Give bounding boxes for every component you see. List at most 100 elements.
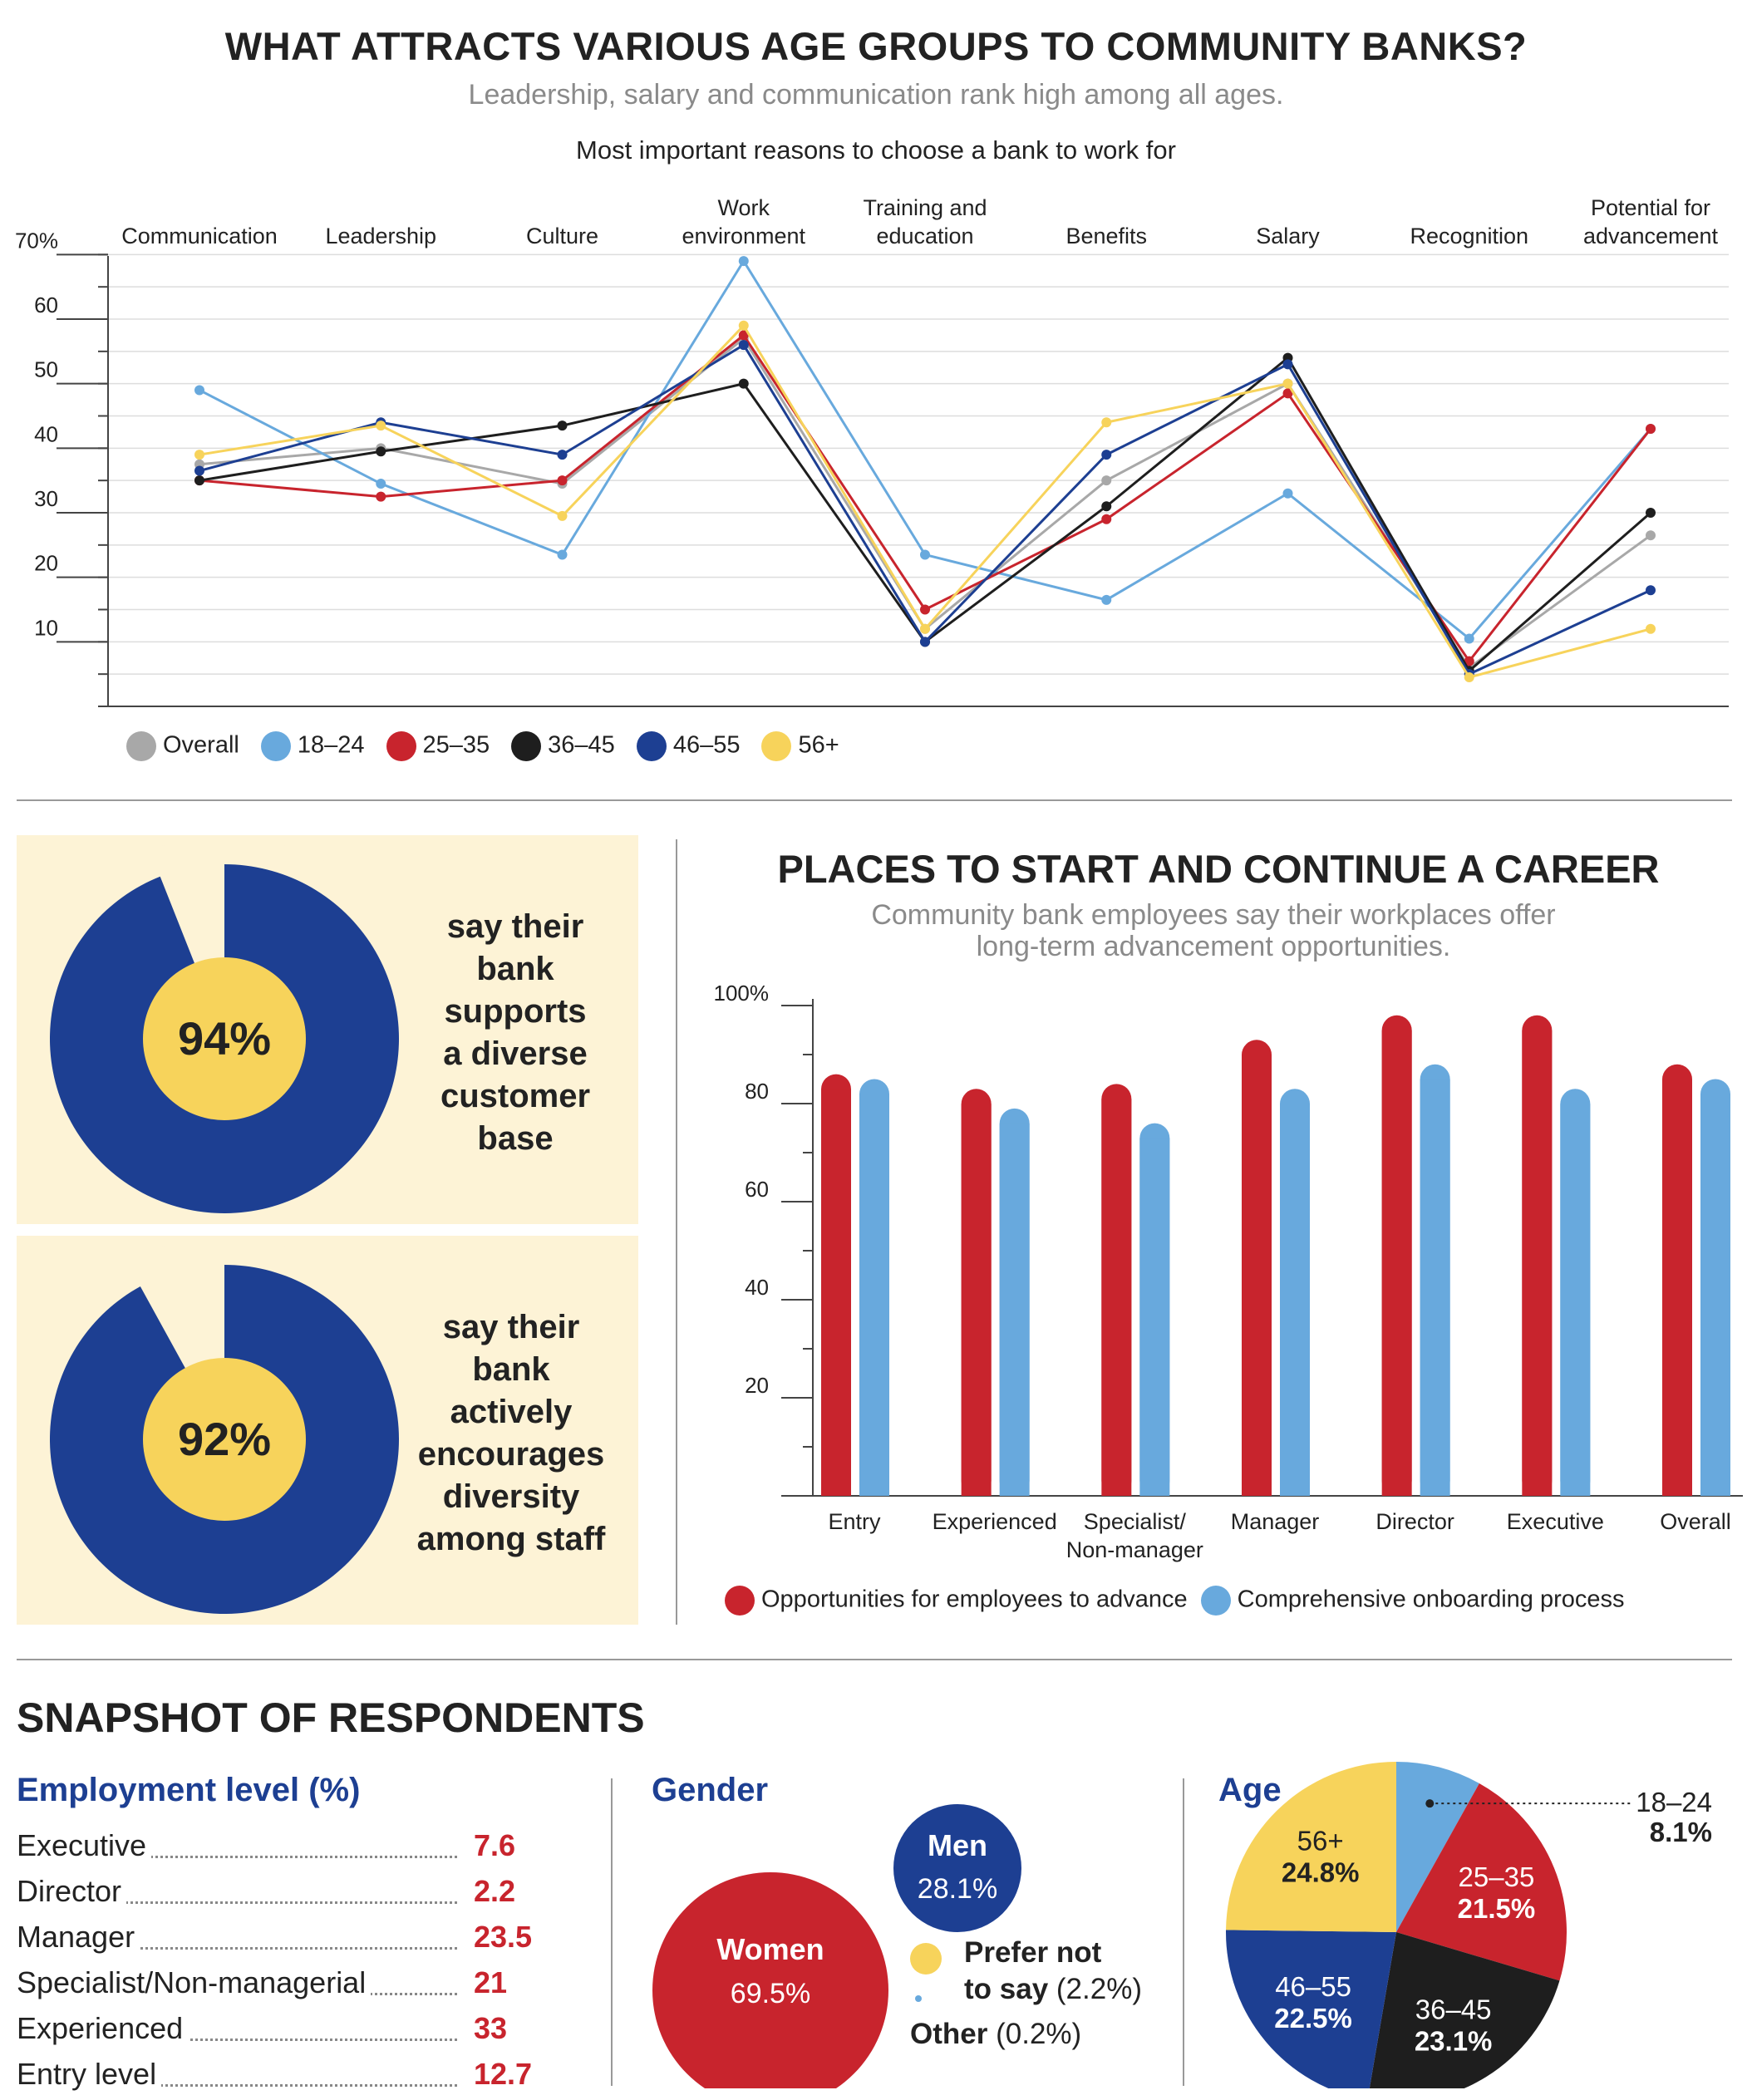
legend-swatch (386, 731, 416, 761)
series-point (557, 450, 568, 460)
series-point (1464, 672, 1474, 683)
stat-text-line: say their (442, 1309, 580, 1345)
bar-x-label: Director (1376, 1509, 1454, 1534)
series-point (1282, 359, 1293, 370)
employment-row: Experienced 33 (17, 2011, 540, 2054)
x-category-label: advancement (1583, 224, 1719, 248)
series-point (1101, 475, 1112, 486)
leader-dots (17, 1947, 457, 1950)
donut-center (143, 1358, 306, 1521)
employment-heading: Employment level (%) (17, 1772, 361, 1808)
legend-swatch (725, 1586, 755, 1616)
series-point (1282, 488, 1293, 499)
series-point (1101, 514, 1112, 524)
stat-text-line: say their (446, 908, 584, 945)
series-point (376, 479, 386, 489)
snapshot-divider-2 (1183, 1778, 1184, 2086)
pie-value: 23.1% (1415, 2025, 1493, 2056)
series-line (199, 356, 1651, 673)
bar-x-label: Executive (1507, 1509, 1604, 1534)
donut-2: 92% (18, 1237, 431, 1623)
x-category-label: Culture (526, 224, 598, 248)
y-tick-label: 60 (34, 293, 58, 317)
bar-y-tick-label: 80 (745, 1079, 769, 1104)
x-category-label: Leadership (325, 224, 436, 248)
prefer-not-label: Prefer not to say (2.2%) (964, 1936, 1142, 2005)
line-chart: 10 20 30 40 50 60 70% Communication Leadership Cu… (15, 195, 1729, 707)
bar-y-tick-label: 20 (745, 1373, 769, 1398)
employment-row: Director 2.2 (17, 1874, 540, 1917)
series-point (1282, 388, 1293, 399)
series-point (194, 450, 204, 460)
other-label: Other (0.2%) (910, 2018, 1082, 2050)
x-category-label: environment (682, 224, 805, 248)
stat-text-line: encourages (417, 1436, 605, 1473)
stat-text-line: bank (476, 951, 554, 987)
bar-body (1560, 1104, 1591, 1496)
career-title: PLACES TO START AND CONTINUE A CAREER (777, 847, 1660, 891)
bar-body (859, 1094, 889, 1496)
employment-label: Executive (17, 1828, 152, 1863)
bar-body (999, 1123, 1030, 1496)
series-point (557, 510, 568, 521)
stat-1-text: say their bank supports a diverse customer ba… (395, 906, 636, 1160)
legend-swatch (260, 731, 291, 761)
line-chart-legend: Overall 18–24 25–35 36–45 46–55 56+ (126, 731, 861, 761)
legend-label: 36–45 (548, 731, 615, 759)
employment-label: Specialist/Non-managerial (17, 1965, 372, 2000)
employment-value: 23.5 (474, 1920, 533, 1954)
leader-dots (17, 2084, 457, 2087)
legend-item: 25–35 (386, 731, 490, 761)
stat-text-line: actively (450, 1394, 573, 1430)
pie-label: 25–35 (1459, 1861, 1535, 1892)
main-title: WHAT ATTRACTS VARIOUS AGE GROUPS TO COMM… (224, 24, 1528, 68)
career-subtitle-line-1: Community bank employees say their workp… (871, 899, 1556, 931)
donut-value: 92% (178, 1413, 271, 1465)
series-point (376, 446, 386, 457)
series-point (920, 623, 930, 634)
series-point (194, 465, 204, 476)
series-point (376, 491, 386, 502)
series-point (1101, 594, 1112, 605)
men-value: 28.1% (917, 1873, 998, 1905)
bar-body (1662, 1079, 1692, 1496)
series-point (738, 256, 749, 267)
employment-row: Specialist/Non-managerial 21 (17, 1965, 540, 2009)
women-bubble (652, 1872, 888, 2088)
x-category-label: Potential for (1591, 195, 1710, 220)
employment-row: Manager 23.5 (17, 1920, 540, 1963)
stat-text-line: customer (440, 1078, 591, 1114)
men-bubble (893, 1804, 1021, 1932)
bar-body (1242, 1055, 1272, 1496)
bar-x-label: Experienced (933, 1509, 1057, 1534)
pie-slice (1369, 1932, 1560, 2088)
bar-body (1381, 1030, 1412, 1496)
x-category-label: Salary (1256, 224, 1320, 248)
series-point (557, 420, 568, 431)
series-point (920, 637, 930, 647)
gender-bubbles (652, 1804, 1021, 2088)
legend-swatch (126, 731, 156, 761)
snapshot-divider-1 (611, 1778, 613, 2086)
legend-swatch (511, 731, 542, 761)
men-label: Men (928, 1828, 987, 1862)
series-point (1464, 633, 1474, 644)
pie-slice (1396, 1783, 1567, 1981)
series-point (1464, 656, 1474, 666)
legend-swatch (636, 731, 667, 761)
bar-legend-item: Comprehensive onboarding process (1200, 1586, 1625, 1616)
series-point (557, 549, 568, 560)
series-line (199, 258, 1652, 641)
bar-body (1101, 1099, 1132, 1496)
bar-body (961, 1104, 992, 1496)
donut-1: 94% (18, 837, 431, 1222)
stat-text-line: diversity (442, 1478, 580, 1515)
bar-body (1420, 1079, 1450, 1496)
series-point (1282, 378, 1293, 389)
employment-row: Executive 7.6 (17, 1828, 540, 1871)
bar-chart-legend: Opportunities for employees to advance Co… (725, 1586, 1638, 1616)
series-point (1646, 585, 1656, 596)
legend-label: Opportunities for employees to advance (761, 1586, 1188, 1613)
employment-value: 2.2 (474, 1874, 516, 1908)
legend-item: 36–45 (511, 731, 615, 761)
